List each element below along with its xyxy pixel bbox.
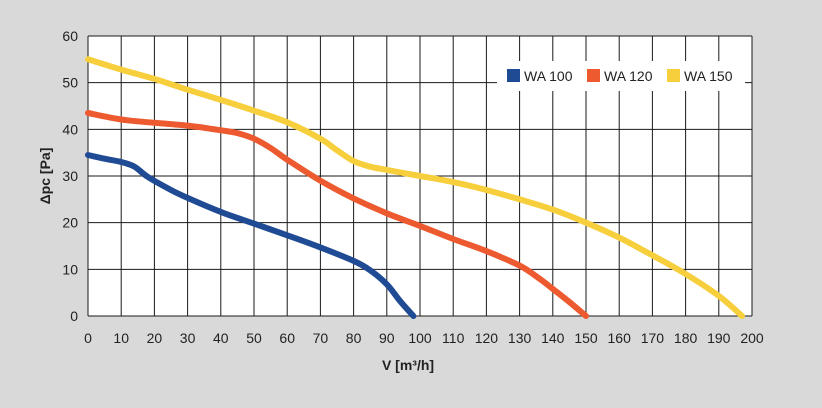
y-axis-title: Δpc [Pa]	[37, 148, 53, 205]
x-tick-label: 130	[508, 330, 532, 346]
y-tick-label: 30	[62, 168, 78, 184]
legend-item: WA 150	[667, 68, 733, 84]
legend-label: WA 100	[524, 68, 573, 84]
x-tick-label: 110	[442, 330, 465, 346]
y-tick-labels: 0 10 20 30 40 50 60	[62, 28, 78, 324]
y-tick-label: 60	[62, 28, 78, 44]
y-tick-label: 0	[70, 308, 78, 324]
x-tick-label: 140	[541, 330, 565, 346]
series-group	[85, 56, 745, 319]
x-tick-label: 190	[707, 330, 731, 346]
grid	[87, 35, 753, 317]
y-tick-label: 50	[62, 75, 78, 91]
series-line-wa-100	[85, 152, 417, 319]
x-tick-label: 60	[279, 330, 295, 346]
legend-swatch	[507, 69, 520, 82]
legend-label: WA 120	[604, 68, 653, 84]
legend-item: WA 100	[507, 68, 573, 84]
x-tick-label: 40	[213, 330, 229, 346]
x-tick-label: 180	[674, 330, 698, 346]
y-tick-label: 20	[62, 215, 78, 231]
x-tick-label: 120	[475, 330, 499, 346]
x-tick-label: 200	[740, 330, 764, 346]
legend: WA 100 WA 120 WA 150	[497, 61, 745, 91]
y-tick-label: 10	[62, 261, 78, 277]
x-tick-label: 50	[246, 330, 262, 346]
x-tick-label: 20	[147, 330, 163, 346]
x-tick-label: 30	[180, 330, 196, 346]
x-tick-labels: 0 10 20 30 40 50 60 70 80 90 100 110 120 130 140 150 160…	[84, 330, 764, 346]
x-axis-title: V [m³/h]	[382, 357, 434, 373]
x-tick-label: 160	[608, 330, 632, 346]
legend-label: WA 150	[684, 68, 733, 84]
series-line-wa-150	[85, 56, 745, 319]
legend-swatch	[587, 69, 600, 82]
legend-box	[497, 61, 745, 91]
legend-swatch	[667, 69, 680, 82]
x-tick-label: 0	[84, 330, 92, 346]
series-line-wa-120	[85, 110, 589, 319]
x-tick-label: 90	[379, 330, 395, 346]
x-tick-label: 10	[113, 330, 129, 346]
x-tick-label: 80	[346, 330, 362, 346]
x-tick-label: 100	[408, 330, 432, 346]
x-tick-label: 170	[641, 330, 665, 346]
legend-item: WA 120	[587, 68, 653, 84]
x-tick-label: 150	[574, 330, 598, 346]
x-tick-label: 70	[313, 330, 329, 346]
y-tick-label: 40	[62, 121, 78, 137]
